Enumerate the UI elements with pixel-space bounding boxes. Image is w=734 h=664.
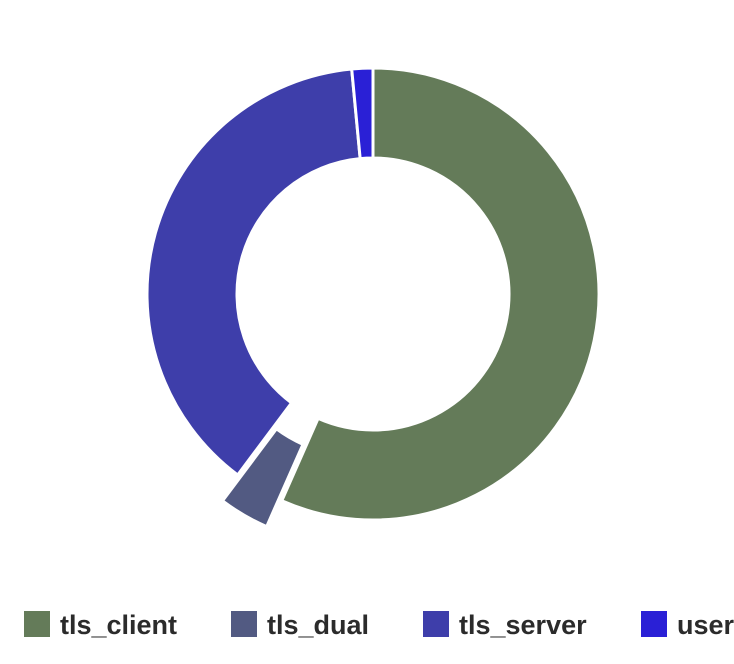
legend-swatch-tls-client xyxy=(24,611,50,637)
legend-item-tls-server[interactable]: tls_server xyxy=(423,610,587,640)
legend-item-tls-client[interactable]: tls_client xyxy=(24,610,177,640)
legend-swatch-tls-dual xyxy=(231,611,257,637)
slice-tls-dual[interactable] xyxy=(221,427,305,529)
legend-label-user: user xyxy=(677,610,734,640)
legend-label-tls-dual: tls_dual xyxy=(267,610,369,640)
legend-label-tls-client: tls_client xyxy=(60,610,177,640)
slice-tls-server[interactable] xyxy=(145,67,362,477)
slice-tls-client[interactable] xyxy=(280,66,601,522)
legend-label-tls-server: tls_server xyxy=(459,610,587,640)
chart-legend: tls_client tls_dual tls_server user xyxy=(24,610,734,640)
legend-swatch-tls-server xyxy=(423,611,449,637)
slice-user[interactable] xyxy=(350,66,375,161)
legend-item-user[interactable]: user xyxy=(641,610,734,640)
legend-item-tls-dual[interactable]: tls_dual xyxy=(231,610,369,640)
legend-swatch-user xyxy=(641,611,667,637)
donut-slices xyxy=(145,66,601,529)
